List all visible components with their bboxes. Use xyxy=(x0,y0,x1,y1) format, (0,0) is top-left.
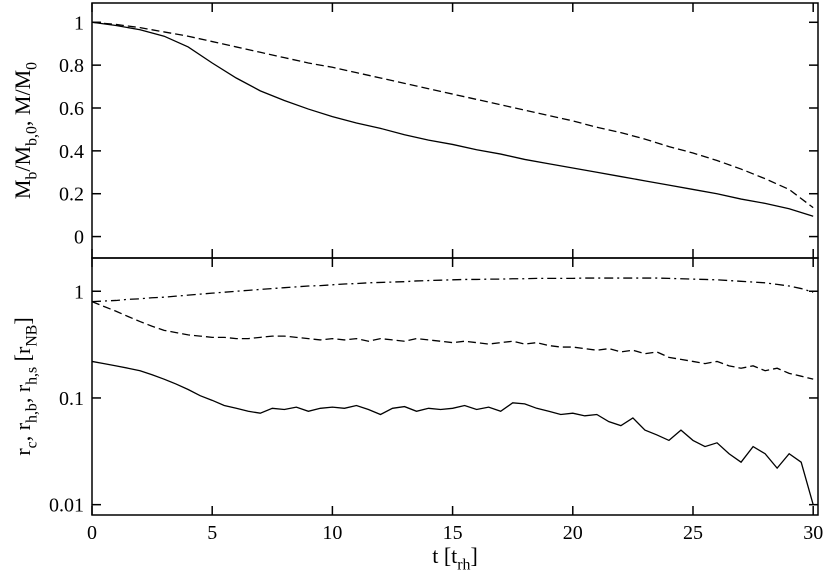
y-tick-label: 0.6 xyxy=(59,98,84,120)
x-tick-label: 10 xyxy=(322,522,342,544)
label-subscript: rh xyxy=(457,557,470,574)
label-subscript: h,s xyxy=(24,367,41,385)
label-text: M xyxy=(10,180,35,200)
y-tick-label: 0.2 xyxy=(59,184,84,206)
label-text: /M xyxy=(10,146,35,172)
label-text: t [t xyxy=(432,543,457,568)
y-axis-label: Mb/Mb,0, M/M0 xyxy=(10,62,41,199)
data-line xyxy=(91,300,814,380)
x-tick-label: 0 xyxy=(87,522,97,544)
label-subscript: NB xyxy=(24,325,41,347)
label-text: ] xyxy=(10,317,35,324)
data-line xyxy=(91,21,814,209)
label-subscript: b xyxy=(24,172,41,180)
x-tick-label: 25 xyxy=(683,522,703,544)
x-tick-label: 5 xyxy=(207,522,217,544)
label-subscript: h,b xyxy=(24,403,41,423)
data-line xyxy=(91,360,814,505)
x-axis-label: t [trh] xyxy=(432,543,478,574)
x-tick-label: 15 xyxy=(443,522,463,544)
label-text: , r xyxy=(10,422,35,441)
y-tick-label: 1 xyxy=(74,281,84,303)
label-subscript: c xyxy=(24,441,41,448)
data-line xyxy=(91,21,814,217)
label-subscript: b,0 xyxy=(24,126,41,146)
x-tick-label: 20 xyxy=(563,522,583,544)
label-text: , r xyxy=(10,384,35,403)
y-tick-label: 0.4 xyxy=(59,141,84,163)
plot-frame xyxy=(91,257,819,516)
y-axis-label: rc, rh,b, rh,s [rNB] xyxy=(10,317,41,455)
plot-frame xyxy=(91,2,819,259)
y-tick-label: 0.01 xyxy=(49,495,84,517)
y-tick-label: 1 xyxy=(74,12,84,34)
label-text: r xyxy=(10,448,35,456)
data-line xyxy=(91,277,814,303)
x-tick-label: 30 xyxy=(803,522,823,544)
y-tick-label: 0.1 xyxy=(59,388,84,410)
label-text: ] xyxy=(470,543,477,568)
y-tick-label: 0 xyxy=(74,227,84,249)
label-text: , M/M xyxy=(10,70,35,126)
label-text: [r xyxy=(10,346,35,367)
label-subscript: 0 xyxy=(24,62,41,70)
y-tick-label: 0.8 xyxy=(59,55,84,77)
